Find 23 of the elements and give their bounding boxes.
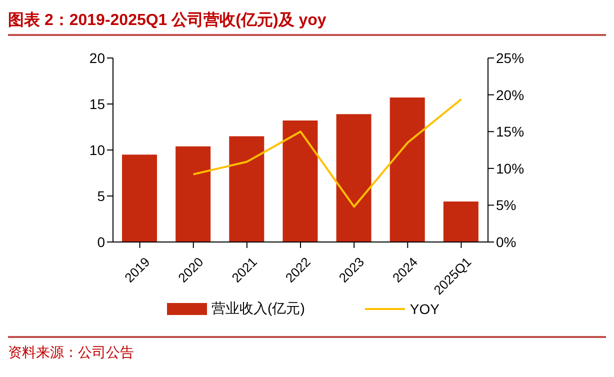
bar: [122, 154, 157, 242]
y-tick-label: 0: [97, 234, 106, 250]
bar: [176, 146, 211, 242]
legend-label: 营业收入(亿元): [210, 300, 305, 318]
y2-tick-label: 15%: [496, 124, 524, 140]
y2-tick-label: 25%: [496, 50, 524, 66]
bar: [443, 202, 478, 242]
bar: [282, 120, 318, 242]
y-tick-label: 10: [89, 142, 106, 158]
bar: [336, 114, 372, 242]
legend-label: YOY: [408, 300, 440, 318]
y-tick-label: 5: [97, 188, 106, 204]
line-series: [192, 98, 462, 208]
bar: [229, 136, 264, 242]
y2-tick-label: 0%: [496, 234, 516, 250]
y2-tick-label: 20%: [496, 86, 524, 103]
y2-tick-label: 10%: [496, 160, 524, 176]
y-tick-label: 20: [89, 50, 106, 66]
y2-tick-label: 5%: [496, 197, 516, 214]
chart-title: 图表 2：2019-2025Q1 公司营收(亿元)及 yoy: [8, 10, 326, 31]
text: 资料来源：公司公告: [8, 344, 134, 362]
y-tick-label: 15: [89, 96, 106, 112]
bar: [390, 98, 425, 242]
